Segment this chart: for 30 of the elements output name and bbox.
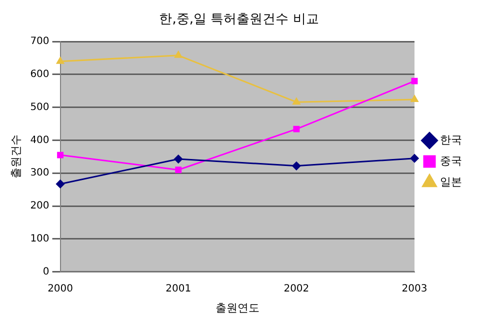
y-tick-label: 600 bbox=[30, 69, 50, 80]
legend-label: 중국 bbox=[440, 154, 462, 168]
x-axis-title: 출원연도 bbox=[215, 301, 260, 314]
y-tick-label: 300 bbox=[30, 168, 50, 179]
point bbox=[56, 57, 64, 64]
x-tick-label: 2001 bbox=[166, 283, 192, 294]
x-tick-label: 2000 bbox=[48, 283, 74, 294]
x-tick-label: 2002 bbox=[284, 283, 310, 294]
y-tick-label: 200 bbox=[30, 200, 50, 212]
chart-title: 한,중,일 특허출원건수 비교 bbox=[159, 12, 319, 28]
y-tick-label: 500 bbox=[30, 102, 50, 113]
point bbox=[293, 126, 300, 132]
point bbox=[174, 154, 183, 164]
point bbox=[410, 95, 418, 102]
y-tick-label: 400 bbox=[30, 134, 50, 146]
point bbox=[411, 78, 418, 84]
point bbox=[57, 152, 64, 158]
y-tick-label: 700 bbox=[30, 36, 50, 48]
point bbox=[292, 162, 301, 170]
point bbox=[410, 154, 419, 163]
legend-label: 일본 bbox=[440, 175, 462, 188]
point bbox=[174, 51, 182, 58]
legend-label: 한국 bbox=[440, 133, 462, 146]
x-tick-label: 2003 bbox=[402, 283, 428, 294]
y-axis-title: 출원건수 bbox=[9, 134, 22, 179]
point bbox=[292, 98, 300, 105]
y-tick-label: 0 bbox=[42, 266, 50, 278]
point bbox=[56, 180, 65, 188]
y-tick-label: 100 bbox=[30, 234, 50, 245]
point bbox=[175, 166, 182, 174]
